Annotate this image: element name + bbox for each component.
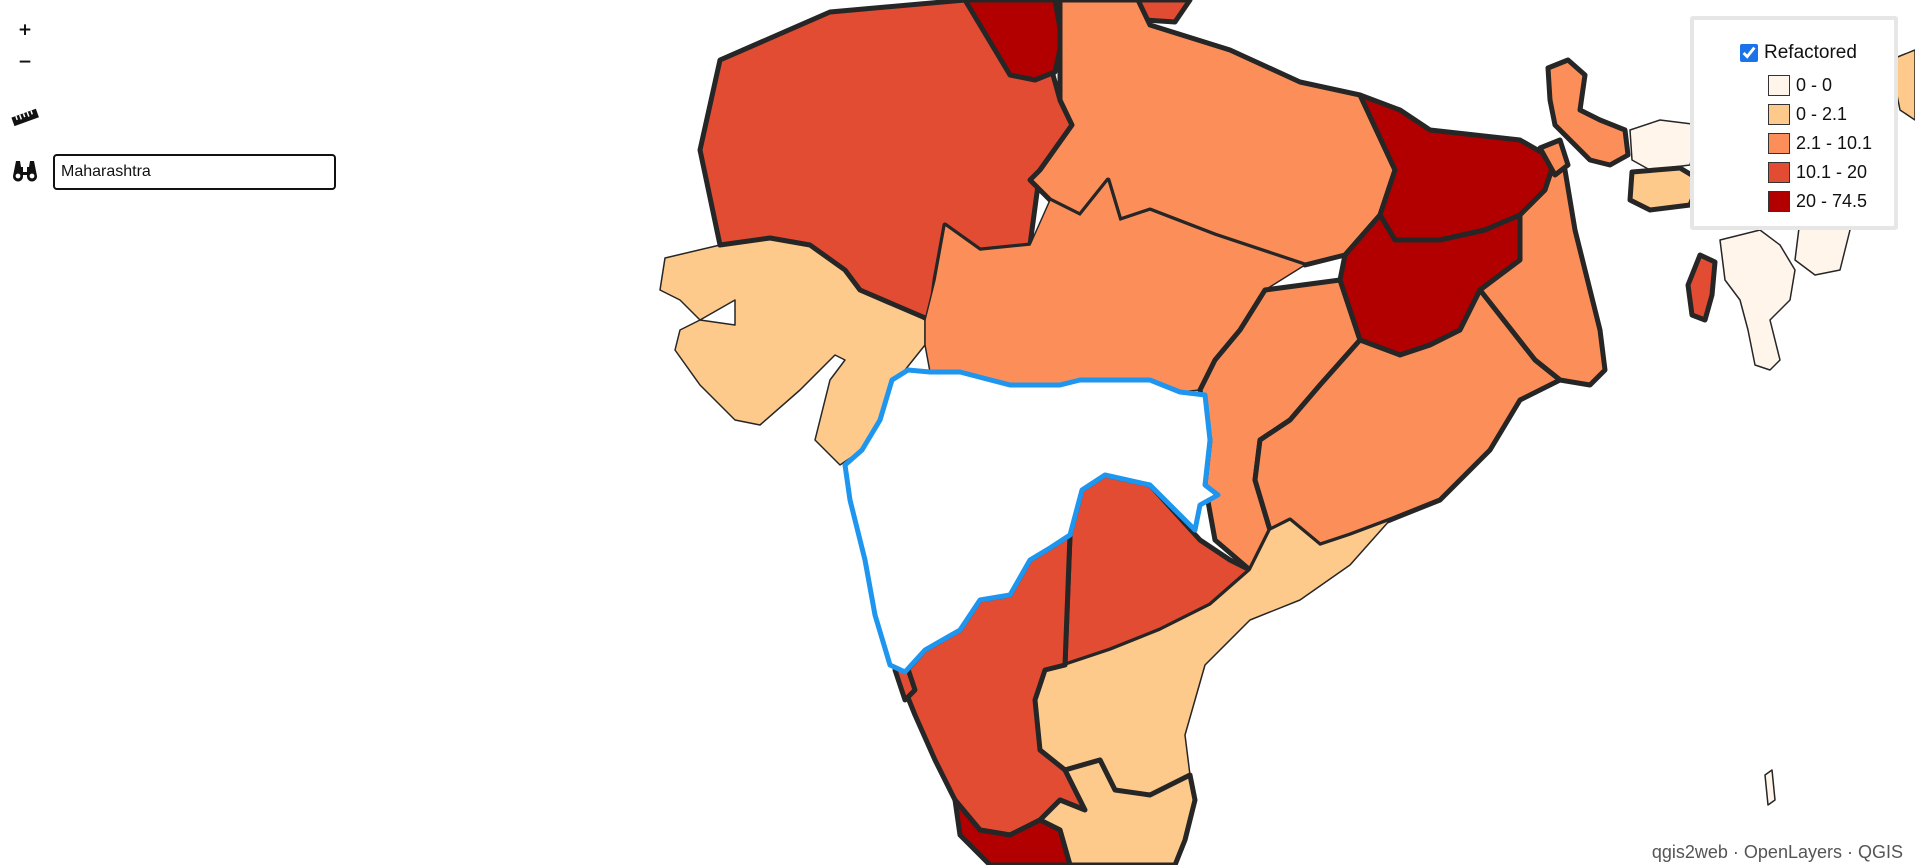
legend-item: 0 - 2.1 bbox=[1768, 103, 1847, 125]
legend-item: 10.1 - 20 bbox=[1768, 161, 1867, 183]
attribution: qgis2web · OpenLayers · QGIS bbox=[1652, 842, 1903, 863]
attribution-openlayers[interactable]: OpenLayers bbox=[1743, 842, 1842, 862]
search-button[interactable] bbox=[10, 158, 40, 182]
legend-item: 2.1 - 10.1 bbox=[1768, 132, 1872, 154]
region-odisha[interactable] bbox=[1252, 287, 1563, 548]
region-tamil-nadu[interactable] bbox=[1037, 757, 1198, 865]
legend-label: 20 - 74.5 bbox=[1796, 190, 1868, 211]
attribution-qgis[interactable]: QGIS bbox=[1857, 842, 1903, 862]
legend-swatch bbox=[1768, 190, 1790, 212]
attribution-separator: · bbox=[1727, 842, 1744, 862]
legend-swatch bbox=[1768, 74, 1790, 96]
measure-button[interactable] bbox=[9, 104, 41, 130]
search-input[interactable] bbox=[53, 154, 336, 190]
legend-label: 2.1 - 10.1 bbox=[1796, 132, 1873, 153]
zoom-out-button[interactable]: − bbox=[10, 48, 40, 76]
region-northeast-4[interactable] bbox=[1685, 252, 1718, 323]
layer-legend: Refactored 0 - 0 0 - 2.1 2.1 - 10.1 10.1 - … bbox=[1690, 16, 1898, 230]
layer-visibility-checkbox[interactable] bbox=[1740, 44, 1758, 62]
legend-swatch bbox=[1768, 103, 1790, 125]
region-northeast-5[interactable] bbox=[1719, 229, 1796, 371]
zoom-in-button[interactable]: + bbox=[10, 16, 40, 44]
legend-title: Refactored bbox=[1764, 42, 1857, 63]
binoculars-icon bbox=[12, 161, 38, 182]
legend-label: 0 - 2.1 bbox=[1796, 103, 1848, 124]
ruler-icon bbox=[11, 108, 39, 127]
legend-swatch bbox=[1768, 161, 1790, 183]
attribution-qgis2web[interactable]: qgis2web bbox=[1651, 842, 1728, 862]
region-maharashtra-selected[interactable] bbox=[842, 367, 1221, 675]
region-islands bbox=[1764, 769, 1776, 806]
region-northeast-1[interactable] bbox=[1545, 57, 1631, 168]
legend-label: 10.1 - 20 bbox=[1796, 161, 1868, 182]
legend-swatch bbox=[1768, 132, 1790, 154]
legend-item: 20 - 74.5 bbox=[1768, 190, 1867, 212]
region-punjab[interactable] bbox=[962, 0, 1065, 83]
legend-label: 0 - 0 bbox=[1796, 74, 1833, 95]
region-kerala[interactable] bbox=[952, 797, 1073, 865]
region-sikkim[interactable] bbox=[1537, 137, 1571, 178]
legend-item: 0 - 0 bbox=[1768, 74, 1832, 96]
attribution-separator: · bbox=[1841, 842, 1858, 862]
